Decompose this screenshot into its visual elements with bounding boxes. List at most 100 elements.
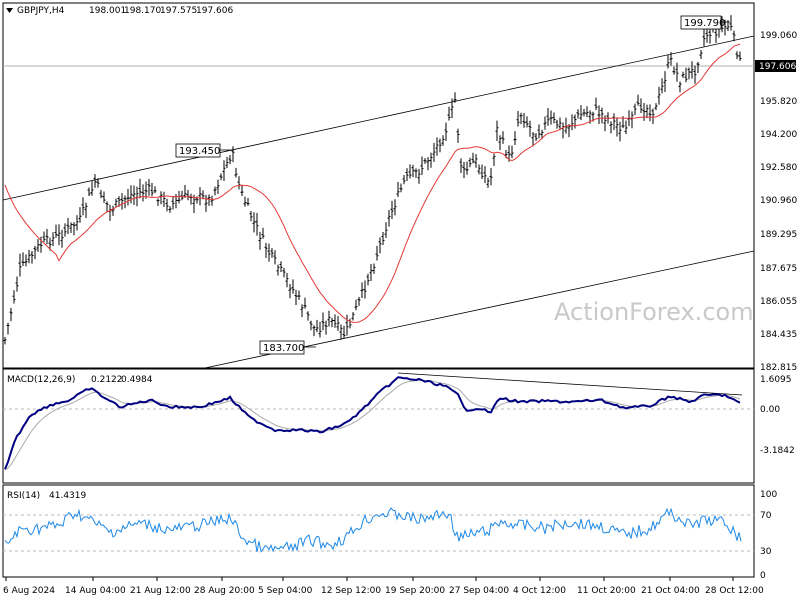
price-bar — [651, 108, 655, 125]
price-bar — [624, 120, 628, 134]
price-bar — [180, 190, 184, 201]
price-bar — [162, 191, 166, 207]
price-bar — [648, 104, 652, 122]
rsi-panel-frame — [2, 484, 755, 578]
price-bar — [66, 217, 70, 235]
chart-menu-icon[interactable] — [6, 8, 13, 13]
price-bar — [654, 103, 658, 111]
price-bar — [549, 110, 553, 125]
price-bar — [501, 131, 505, 144]
price-bar — [6, 322, 10, 335]
x-tick-label: 5 Sep 04:00 — [258, 586, 313, 596]
x-tick-label: 28 Oct 12:00 — [705, 586, 764, 596]
price-bar — [618, 121, 622, 142]
price-bar — [372, 263, 376, 274]
rsi-panel: RSI(14) 41.4319 100 70 30 0 — [2, 484, 777, 581]
price-tick-label: 199.060 — [760, 31, 797, 41]
price-bar — [285, 272, 289, 288]
price-bar — [495, 120, 499, 141]
price-bar — [252, 212, 256, 233]
price-bar — [690, 61, 694, 79]
price-bar — [411, 164, 415, 178]
price-bar — [552, 112, 556, 124]
macd-label: MACD(12,26,9) — [7, 375, 75, 385]
price-bar — [423, 158, 427, 164]
price-bar — [123, 195, 127, 209]
price-bar — [513, 131, 517, 145]
price-bar — [438, 138, 442, 153]
price-bar — [594, 97, 598, 110]
price-bar — [45, 228, 49, 245]
price-bar — [645, 104, 649, 119]
price-bar — [699, 49, 703, 60]
price-bar — [243, 196, 247, 207]
price-bar — [657, 86, 661, 105]
price-bar — [168, 206, 172, 213]
price-bar — [546, 108, 550, 126]
price-bar — [171, 196, 175, 210]
rsi-tick-label: 30 — [760, 547, 772, 557]
price-bar — [702, 27, 706, 47]
macd-signal-value: 0.4984 — [121, 375, 153, 385]
macd-line — [4, 376, 741, 470]
price-bar — [225, 156, 229, 169]
price-bar — [234, 167, 238, 178]
price-bar — [63, 223, 67, 237]
price-bar — [441, 135, 445, 146]
macd-panel: MACD(12,26,9) 0.2122 0.4984 1.6095 0.00 … — [2, 368, 795, 484]
price-bar — [492, 153, 496, 166]
price-bar — [405, 168, 409, 182]
price-bar — [582, 108, 586, 117]
price-bar — [534, 133, 538, 141]
price-bar — [444, 122, 448, 142]
macd-trend-line — [397, 372, 743, 396]
price-bar — [327, 310, 331, 327]
price-bar — [51, 232, 55, 247]
price-bar — [615, 117, 619, 137]
price-bar — [231, 146, 235, 163]
price-bar — [540, 129, 544, 140]
price-tick-label: 184.435 — [760, 330, 797, 340]
price-bar — [633, 103, 637, 116]
price-bar — [99, 189, 103, 199]
price-bar — [120, 193, 124, 210]
price-bar — [294, 289, 298, 306]
price-bar — [324, 320, 328, 335]
price-bar — [672, 66, 676, 75]
price-bar — [579, 105, 583, 121]
price-bar — [498, 135, 502, 151]
price-bar — [519, 112, 523, 125]
price-bar — [39, 236, 43, 253]
price-bar — [216, 179, 220, 194]
price-bar — [609, 121, 613, 134]
x-tick-label: 28 Aug 20:00 — [194, 586, 255, 596]
x-tick-label: 14 Aug 04:00 — [65, 586, 126, 596]
price-bar — [366, 273, 370, 286]
price-bar — [114, 198, 118, 207]
price-bar — [474, 154, 478, 168]
price-bar — [543, 116, 547, 130]
price-bar — [693, 65, 697, 84]
price-bar — [54, 224, 58, 238]
price-tick-label: 182.815 — [760, 363, 797, 373]
symbol-timeframe: GBPJPY,H4 — [17, 6, 65, 16]
price-bar — [315, 319, 319, 333]
price-bar — [357, 296, 361, 306]
price-bar — [384, 222, 388, 238]
price-bar — [636, 94, 640, 106]
price-bar — [102, 191, 106, 203]
price-bar — [12, 290, 16, 304]
svg-text:183.700: 183.700 — [263, 343, 304, 354]
price-bar — [276, 264, 280, 276]
price-bar — [318, 321, 322, 338]
price-bar — [537, 124, 541, 139]
price-tick-label: 189.295 — [760, 230, 797, 240]
price-bar — [684, 67, 688, 83]
price-bar — [282, 267, 286, 278]
price-bar — [321, 312, 325, 331]
price-bar — [333, 314, 337, 328]
price-bar — [9, 307, 13, 322]
price-bar — [687, 67, 691, 80]
price-bar — [465, 161, 469, 175]
price-bar — [69, 222, 73, 233]
